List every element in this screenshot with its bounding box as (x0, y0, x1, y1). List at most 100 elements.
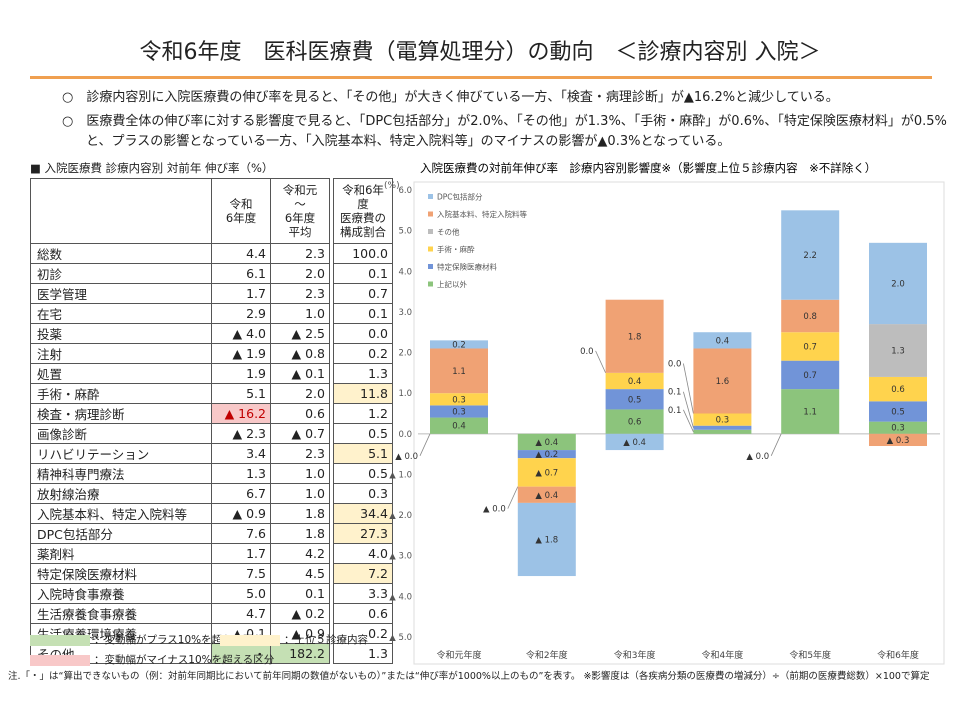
legend-swatch (428, 246, 433, 252)
table-cell: 1.0 (270, 463, 330, 484)
table-cell: 100.0 (333, 243, 393, 264)
y-tick-label: 6.0 (398, 186, 412, 196)
table-cell: 1.0 (270, 303, 330, 324)
leader-line (683, 409, 694, 432)
bar-segment (430, 340, 488, 349)
title: 令和6年度 医科医療費（電算処理分）の動向 ＜診療内容別 入院＞ (139, 40, 821, 65)
bar-segment (781, 299, 840, 333)
data-label: 2.2 (803, 251, 817, 261)
bullet: ○ 医療費全体の伸び率に対する影響度で見ると、「DPC包括部分」が2.0%、「そ… (62, 114, 947, 149)
legend-item: ：変動幅がマイナス10%を超える区分 (30, 652, 274, 667)
table-cell: 0.0 (333, 323, 393, 344)
table-cell: 投薬 (30, 323, 212, 344)
table-cell: ▲ 0.2 (270, 603, 330, 624)
data-label: ▲ 0.0 (746, 452, 769, 462)
table-cell: 27.3 (333, 523, 393, 544)
table-row: 入院時食事療養 5.0 0.1 3.3 (30, 583, 393, 604)
bar-segment (517, 450, 576, 459)
legend-swatch (428, 264, 433, 269)
data-label: 0.4 (452, 422, 466, 432)
table-cell: ▲ 2.3 (211, 423, 271, 444)
bar-segment (781, 389, 840, 434)
legend-text: 入院基本料、特定入院料等 (437, 209, 527, 219)
table-cell: 1.3 (211, 463, 271, 484)
table-cell: 4.0 (333, 543, 393, 564)
leader-line (683, 363, 694, 414)
data-label: 0.3 (452, 395, 466, 405)
table-cell: 注射 (30, 343, 212, 364)
table-cell: 2.3 (270, 243, 330, 264)
data-label: 0.0 (580, 347, 594, 357)
data-label: ▲ 0.2 (535, 450, 558, 460)
table-cell: 5.0 (211, 583, 271, 604)
table-cell: 2.0 (270, 263, 330, 284)
leader-line (595, 350, 606, 374)
table-cell: 34.4 (333, 503, 393, 524)
chart-frame (413, 181, 945, 665)
x-tick-label: 令和6年度 (877, 649, 919, 661)
table-cell: 生活療養食事療養 (30, 603, 212, 624)
bar-segment (517, 502, 576, 577)
data-label: 0.1 (668, 406, 682, 416)
bar-segment (517, 458, 576, 487)
table-cell: 手術・麻酔 (30, 383, 212, 404)
table-cell: 7.6 (211, 523, 271, 544)
header-cell (30, 178, 212, 244)
data-label: 0.7 (803, 342, 817, 352)
x-tick-label: 令和元年度 (436, 649, 481, 661)
table-title: ■ 入院医療費 診療内容別 対前年 伸び率（%） (30, 161, 274, 175)
table-cell: ▲ 2.5 (270, 323, 330, 344)
header-cell: 令和6年度 医療費の 構成割合 (333, 178, 393, 244)
table-cell: 0.5 (333, 463, 393, 484)
header-cell: 令和 6年度 (211, 178, 271, 244)
table-cell: 0.3 (333, 483, 393, 504)
swatch (30, 634, 90, 646)
table-cell: 薬剤料 (30, 543, 212, 564)
table-cell: ▲ 0.8 (270, 343, 330, 364)
swatch (220, 634, 280, 646)
data-label: ▲ 0.0 (483, 505, 506, 515)
table-cell: 在宅 (30, 303, 212, 324)
bar-segment (430, 417, 488, 434)
data-label: 1.1 (452, 367, 466, 377)
table-cell: 0.1 (333, 263, 393, 284)
table-cell: 0.5 (333, 423, 393, 444)
table-cell: ▲ 1.9 (211, 343, 271, 364)
table-cell: 処置 (30, 363, 212, 384)
table-row: 検査・病理診断 ▲ 16.2 0.6 1.2 (30, 403, 393, 424)
bar-segment (693, 348, 752, 414)
bar-segment (430, 348, 488, 394)
data-label: 0.0 (668, 360, 682, 370)
bar-segment (605, 372, 664, 390)
legend-text: 上記以外 (437, 279, 467, 289)
data-label: ▲ 0.7 (535, 468, 558, 478)
table-cell: 1.2 (333, 403, 393, 424)
table-cell: 1.3 (333, 363, 393, 384)
data-label: 1.1 (803, 407, 817, 417)
table-cell: ▲ 0.7 (270, 423, 330, 444)
table-cell: 1.7 (211, 543, 271, 564)
data-label: ▲ 0.3 (887, 436, 910, 446)
bar-segment (693, 425, 752, 430)
table-cell: 総数 (30, 243, 212, 264)
table-cell: ▲ 0.9 (211, 503, 271, 524)
table-row: 投薬 ▲ 4.0 ▲ 2.5 0.0 (30, 323, 393, 344)
table-cell: 医学管理 (30, 283, 212, 304)
swatch (30, 654, 90, 666)
legend-text: ：上位５診療内容 (284, 634, 368, 646)
y-tick-label: 1.0 (398, 389, 412, 399)
bar-segment (781, 360, 840, 390)
table-cell: 0.6 (333, 603, 393, 624)
bar-segment (430, 405, 488, 418)
header-row: 令和 6年度 令和元 ～ 6年度 平均 令和6年度 医療費の 構成割合 (30, 178, 393, 244)
bar-segment (869, 421, 927, 434)
table-cell: ▲ 4.0 (211, 323, 271, 344)
table-cell: 2.3 (270, 443, 330, 464)
table-row: 処置 1.9 ▲ 0.1 1.3 (30, 363, 393, 384)
table-row: リハビリテーション 3.4 2.3 5.1 (30, 443, 393, 464)
table-cell: 画像診断 (30, 423, 212, 444)
table-cell: 6.1 (211, 263, 271, 284)
table-cell: 特定保険医療材料 (30, 563, 212, 584)
data-label: 0.6 (628, 418, 642, 428)
data-label: 1.6 (716, 377, 730, 387)
